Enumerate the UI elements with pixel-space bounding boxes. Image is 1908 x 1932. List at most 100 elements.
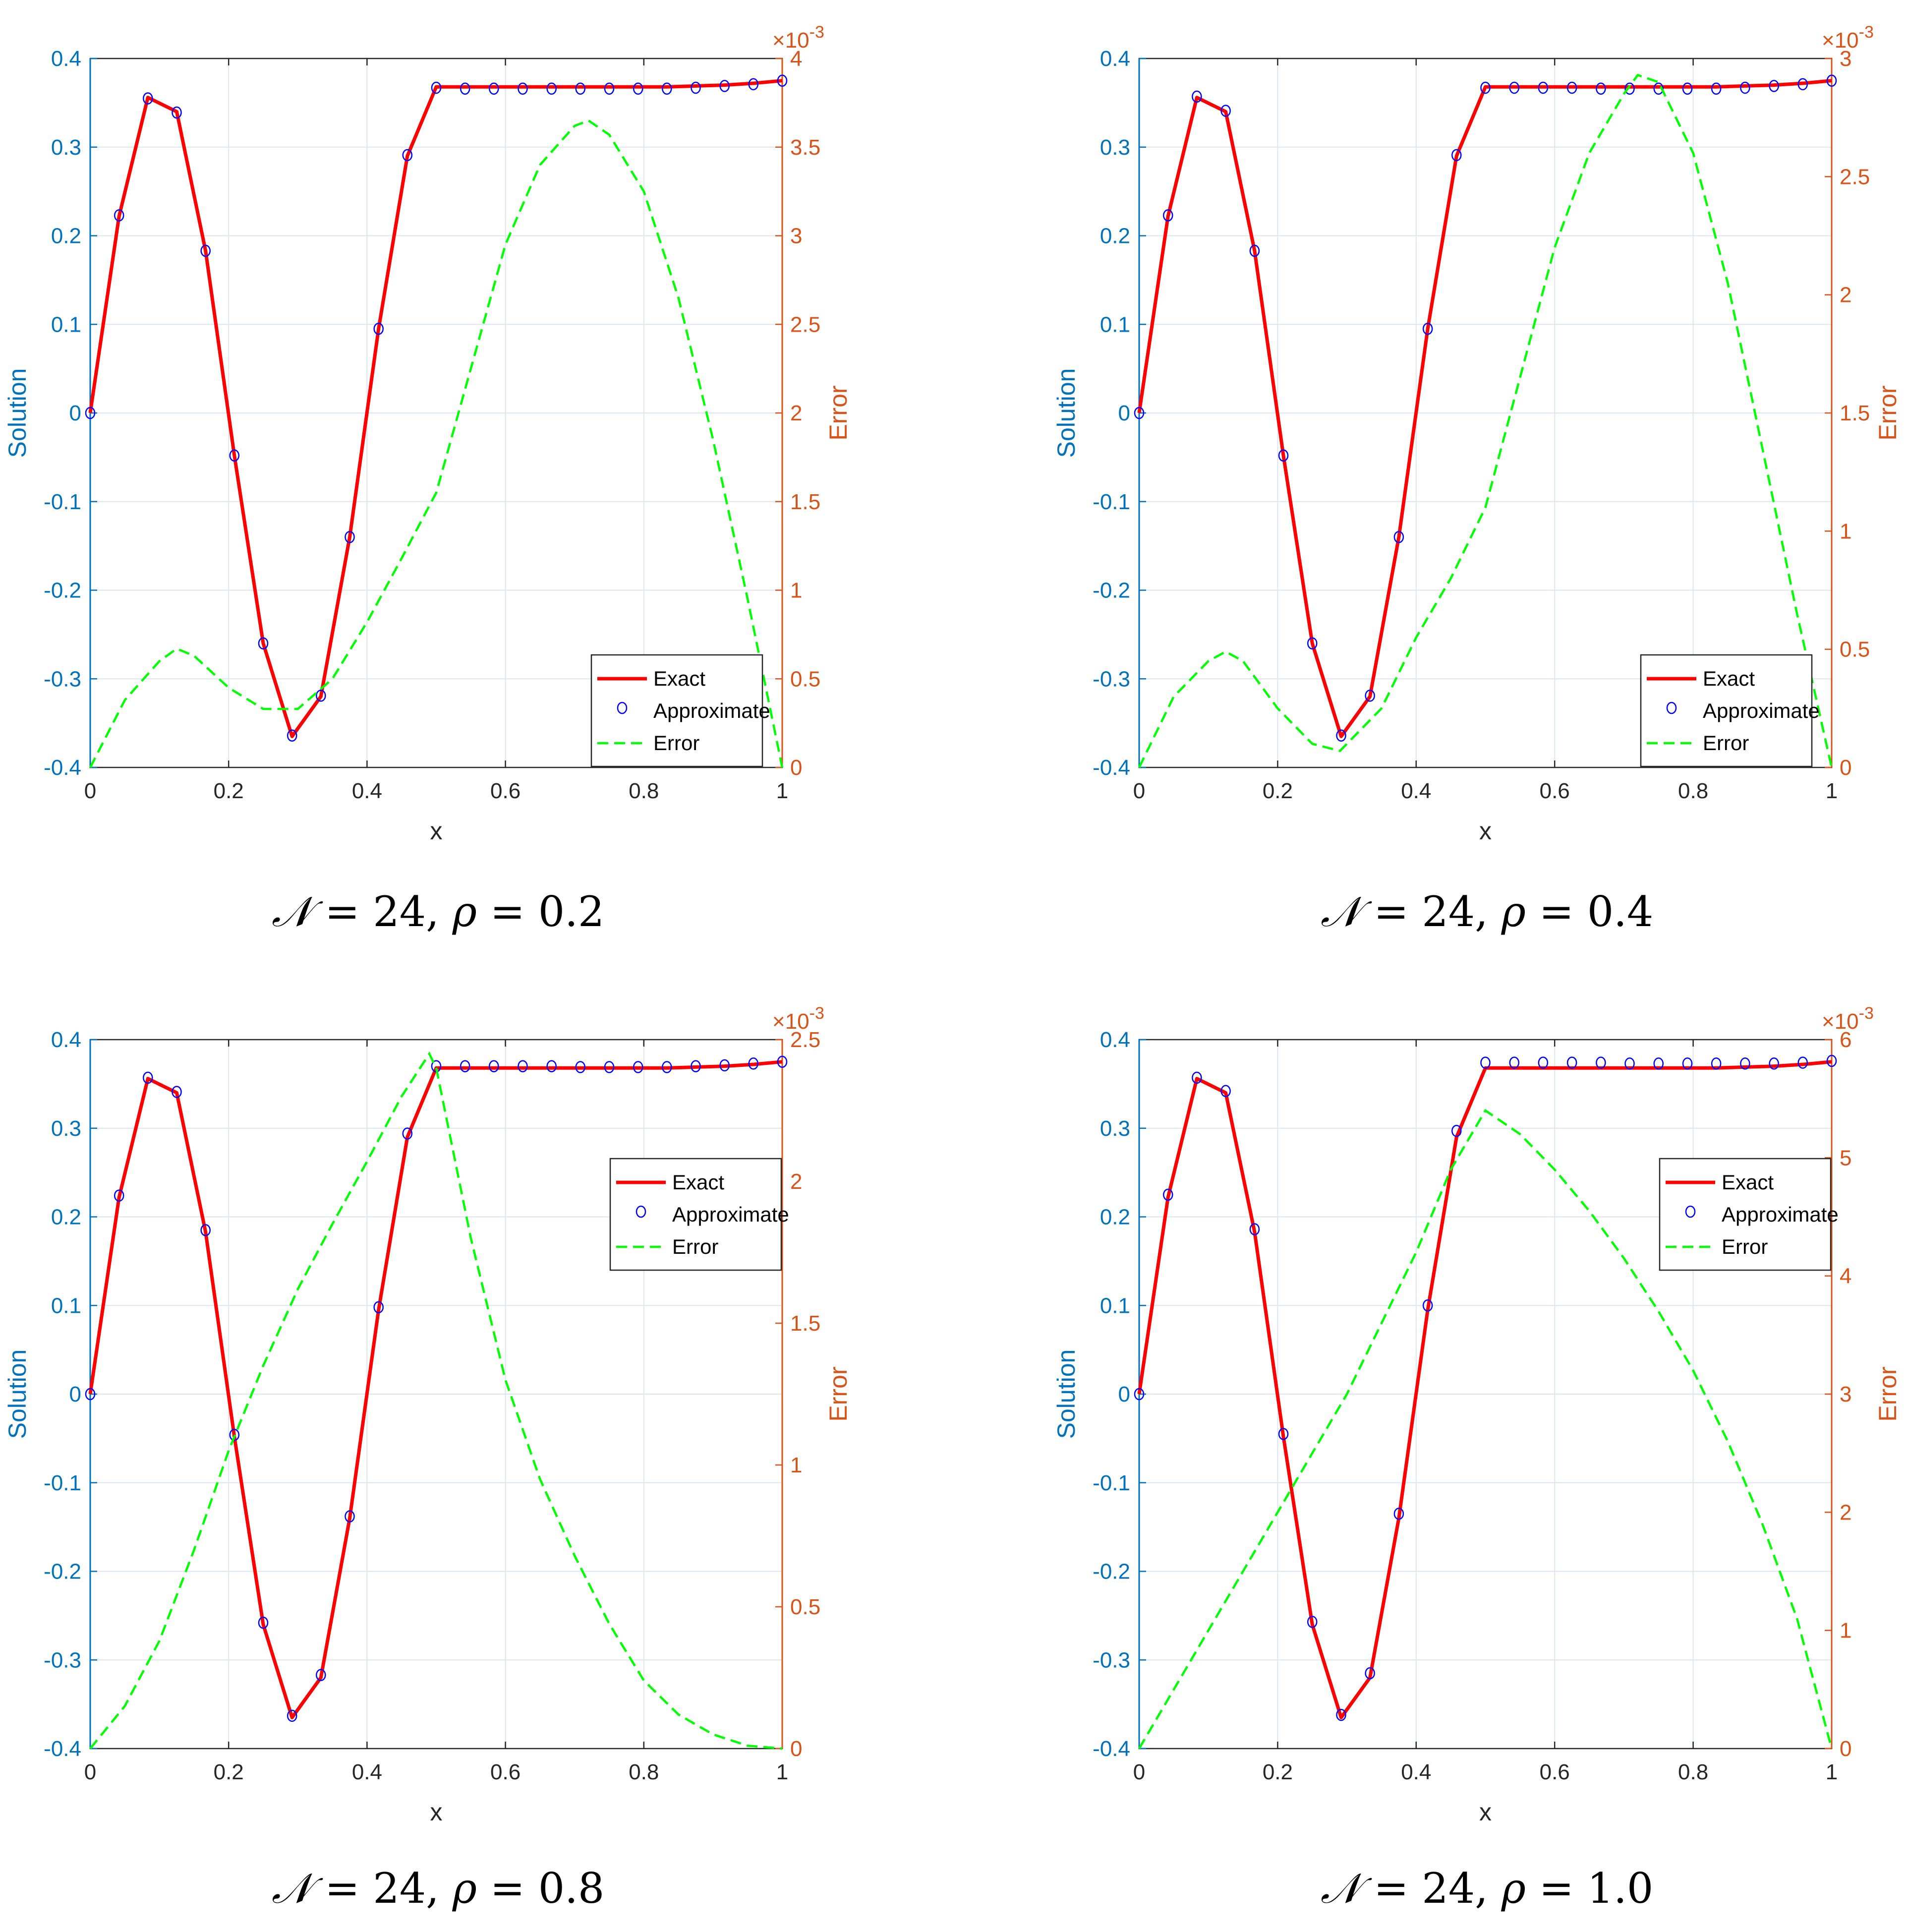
series-approximate-point	[1480, 1056, 1491, 1069]
caption-n-symbol: 𝒩	[1321, 887, 1361, 936]
series-approximate-point	[172, 1086, 182, 1098]
series-approximate-point	[143, 92, 153, 105]
legend-approximate-swatch	[1685, 1205, 1696, 1218]
series-approximate-point	[633, 1061, 643, 1073]
y2-tick-label: 2	[1840, 283, 1851, 307]
y-tick-label: 0.2	[1100, 1205, 1130, 1229]
series-approximate-point	[1451, 1124, 1462, 1137]
series-approximate-point	[546, 1060, 557, 1072]
x-tick-label: 0.8	[1678, 1760, 1708, 1784]
chart-panel-2: 0 0.2 0.4 0.6 0.8 1 -0.4 -0.3 -0.2 -0.1 0 0.1 0.2 0.3…	[1052, 23, 1902, 845]
series-approximate-point	[518, 1060, 528, 1072]
x-tick-label: 1	[1826, 1760, 1838, 1784]
series-exact-line	[88, 79, 783, 738]
y-tick-label: 0.1	[1100, 1293, 1130, 1318]
y2-tick-label: 6	[1840, 1028, 1851, 1052]
legend-label: Exact	[653, 667, 705, 690]
x-tick-label: 0	[84, 1760, 96, 1784]
y2-tick-label: 3	[1840, 1382, 1851, 1406]
series-approximate-point	[1192, 90, 1202, 103]
series-error-line	[1138, 1109, 1833, 1750]
series-approximate-point	[1624, 1057, 1635, 1070]
series-approximate-point	[1653, 82, 1664, 95]
series-approximate-point	[1163, 1188, 1173, 1201]
caption-n-value: = 24,	[1374, 887, 1488, 936]
y-tick-label: 0.3	[1100, 1116, 1130, 1141]
y2-tick-label: 5	[1840, 1146, 1851, 1170]
series-approximate-point	[546, 82, 557, 95]
x-tick-label: 0.2	[1263, 779, 1293, 803]
series-approximate-point	[1422, 322, 1433, 335]
caption-n-value: = 24,	[325, 1864, 439, 1913]
series-approximate-point	[172, 106, 182, 119]
y-tick-label: 0.2	[1100, 224, 1130, 248]
series-approximate-point	[1192, 1071, 1202, 1084]
caption-n-value: = 24,	[1374, 1864, 1488, 1913]
legend-label: Error	[1703, 731, 1749, 755]
series-approximate-point	[114, 1189, 124, 1202]
caption-n-value: = 24,	[325, 887, 439, 936]
series-approximate-point	[604, 82, 615, 95]
series-approximate-point	[114, 209, 124, 222]
series-approximate-point	[460, 82, 470, 95]
series-approximate-point	[345, 531, 355, 543]
x-tick-label: 0.6	[1540, 1760, 1570, 1784]
series-approximate-point	[1278, 449, 1289, 462]
series-approximate-point	[1509, 1056, 1520, 1069]
series-approximate-point	[200, 244, 211, 257]
y2-axis-title: Error	[1874, 385, 1902, 440]
x-tick-label: 0.8	[1678, 779, 1708, 803]
series-approximate-point	[1711, 82, 1722, 95]
y2-tick-label: 1.5	[790, 490, 820, 514]
legend: Exact Approximate Error	[609, 1158, 789, 1271]
y2-exponent-label: ×10-3	[1822, 1004, 1874, 1034]
series-approximate-point	[1797, 1056, 1808, 1069]
caption-rho-value: = 0.8	[490, 1864, 605, 1913]
y2-tick-label: 2	[790, 1170, 802, 1194]
y-tick-label: 0	[69, 401, 81, 425]
series-approximate-point	[85, 407, 96, 419]
series-approximate-point	[1509, 81, 1520, 94]
series-approximate-point	[575, 1061, 586, 1073]
x-tick-label: 0	[1133, 1760, 1145, 1784]
y2-tick-label: 4	[790, 47, 802, 71]
series-approximate-point	[1249, 1223, 1260, 1235]
caption-rho-symbol: ρ	[1501, 1864, 1526, 1913]
y2-axis-title: Error	[1874, 1366, 1902, 1421]
caption-rho-symbol: ρ	[452, 887, 477, 936]
y2-tick-label: 0.5	[1840, 638, 1870, 662]
x-axis-title: x	[430, 1798, 443, 1826]
series-exact-line	[1137, 79, 1832, 738]
y-axis-title: Solution	[3, 368, 31, 458]
series-approximate-point	[518, 82, 528, 95]
series-error-line	[1138, 73, 1833, 768]
y2-tick-label: 2.5	[1840, 165, 1870, 189]
legend-label: Error	[653, 731, 699, 755]
y-tick-label: 0.3	[1100, 135, 1130, 160]
legend: Exact Approximate Error	[1640, 654, 1820, 767]
y-axis-title: Solution	[1052, 368, 1080, 458]
series-approximate-point	[719, 80, 730, 92]
y-tick-label: -0.4	[44, 756, 81, 780]
series-approximate-point	[1220, 1085, 1231, 1097]
series-approximate-point	[633, 82, 643, 95]
series-approximate-point	[1538, 1056, 1549, 1069]
series-approximate-point	[1769, 1057, 1779, 1070]
series-approximate-point	[1682, 82, 1693, 95]
series-approximate-point	[1393, 531, 1404, 543]
y-tick-label: -0.1	[1093, 490, 1130, 514]
y2-tick-label: 2.5	[790, 1028, 820, 1052]
y2-exponent-label: ×10-3	[1822, 23, 1874, 53]
series-approximate-point	[316, 689, 326, 702]
series-approximate-point	[1826, 74, 1837, 87]
y-tick-label: -0.3	[1093, 1648, 1130, 1672]
legend-label: Exact	[1722, 1171, 1774, 1194]
legend-box	[1659, 1158, 1832, 1271]
series-error-line	[89, 119, 784, 768]
y2-tick-label: 1	[1840, 1619, 1851, 1643]
series-approximate-point	[1365, 1667, 1375, 1680]
x-axis-title: x	[1479, 1798, 1492, 1826]
y2-tick-label: 3.5	[790, 135, 820, 160]
y2-axis-title: Error	[824, 385, 852, 440]
series-approximate-point	[1451, 149, 1462, 162]
